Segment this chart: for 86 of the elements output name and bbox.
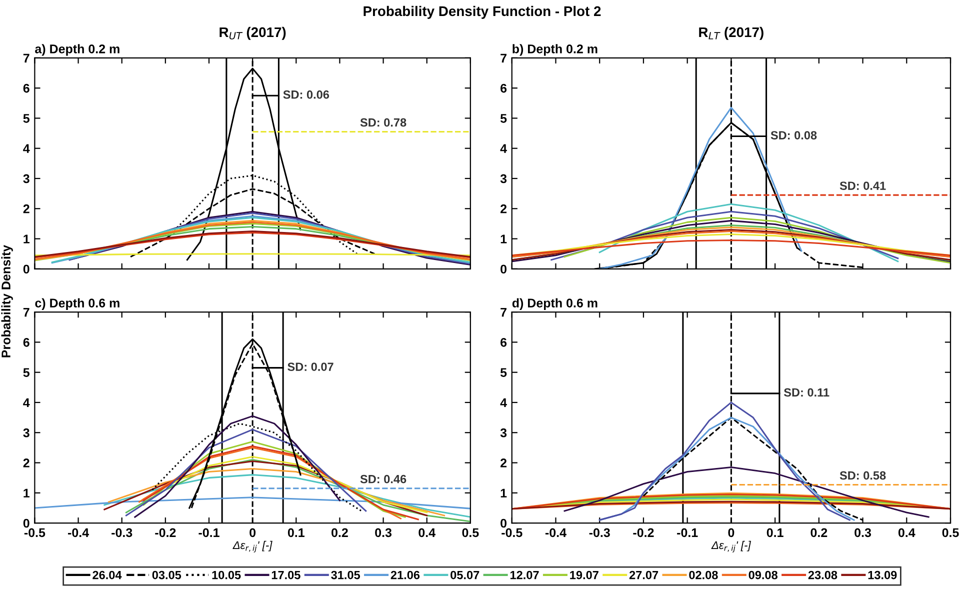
annotation: SD: 0.08 bbox=[770, 131, 817, 140]
y-tick-label: 2 bbox=[500, 458, 507, 468]
chart-subtitle: R$_{UT}$ (2017) bbox=[220, 26, 286, 40]
x-tick-label: 0.2 bbox=[810, 528, 828, 538]
annotation: SD: 0.07 bbox=[288, 362, 334, 371]
chart-title: b) Depth 0.2 m bbox=[512, 44, 598, 56]
y-tick-label: 1 bbox=[500, 234, 507, 244]
y-tick-label: 6 bbox=[23, 338, 30, 347]
legend-label: 31.05 bbox=[331, 570, 360, 580]
y-tick-label: 6 bbox=[500, 338, 507, 347]
y-tick-label: 3 bbox=[23, 174, 30, 184]
x-tick-label: -0.1 bbox=[198, 528, 220, 538]
x-tick-label: 0.1 bbox=[766, 528, 784, 538]
x-tick-label: -0.4 bbox=[545, 528, 566, 538]
chart-title: c) Depth 0.6 m bbox=[35, 298, 120, 310]
annotation: SD: 0.11 bbox=[784, 388, 830, 397]
y-tick-label: 5 bbox=[500, 368, 507, 377]
y-tick-label: 4 bbox=[500, 398, 507, 407]
y-axis-title: Probability Density bbox=[1, 244, 13, 358]
y-tick-label: 7 bbox=[23, 54, 30, 62]
legend-label: 23.08 bbox=[808, 570, 838, 580]
y-tick-label: 4 bbox=[23, 144, 30, 153]
x-tick-label: 0.4 bbox=[418, 528, 436, 538]
y-tick-label: 7 bbox=[500, 54, 506, 62]
y-tick-label: 3 bbox=[500, 174, 507, 184]
y-tick-label: 0 bbox=[500, 264, 507, 274]
chart-subtitle: R$_{LT}$ (2017) bbox=[699, 26, 764, 40]
y-tick-label: 1 bbox=[24, 488, 30, 498]
y-tick-label: 5 bbox=[23, 368, 30, 377]
x-axis-title: Δε$_{r,ij}$' [-] bbox=[232, 540, 272, 552]
chart-title: a) Depth 0.2 m bbox=[35, 44, 120, 56]
x-tick-label: -0.4 bbox=[68, 528, 89, 538]
y-tick-label: 3 bbox=[23, 428, 30, 438]
annotation: SD: 0.46 bbox=[360, 474, 406, 484]
legend-label: 21.06 bbox=[390, 570, 420, 580]
y-tick-label: 3 bbox=[500, 428, 507, 438]
x-axis-title: Δε$_{r,ij}$' [-] bbox=[711, 540, 752, 552]
x-tick-label: 0 bbox=[250, 528, 256, 538]
x-tick-label: 0.2 bbox=[332, 528, 348, 538]
annotation: SD: 0.58 bbox=[840, 471, 886, 480]
y-tick-label: 7 bbox=[500, 308, 506, 317]
annotation: SD: 0.41 bbox=[840, 182, 886, 190]
y-tick-label: 1 bbox=[24, 234, 30, 244]
x-tick-label: 0.1 bbox=[288, 528, 304, 538]
x-tick-label: 0.4 bbox=[898, 528, 916, 538]
x-tick-label: -0.5 bbox=[502, 528, 522, 538]
y-tick-label: 0 bbox=[23, 518, 30, 528]
legend-label: 13.09 bbox=[868, 570, 897, 580]
y-tick-label: 4 bbox=[23, 398, 30, 407]
legend-label: 03.05 bbox=[152, 570, 182, 580]
y-tick-label: 0 bbox=[23, 264, 30, 274]
legend-label: 26.04 bbox=[92, 570, 122, 580]
legend-label: 05.07 bbox=[450, 570, 480, 580]
x-tick-label: 0.5 bbox=[462, 528, 479, 538]
x-tick-label: -0.3 bbox=[589, 528, 610, 538]
x-tick-label: 0.3 bbox=[854, 528, 872, 538]
x-tick-label: 0 bbox=[728, 528, 734, 538]
legend-label: 02.08 bbox=[689, 570, 718, 580]
legend-label: 27.07 bbox=[629, 570, 658, 580]
x-tick-label: -0.1 bbox=[677, 528, 698, 538]
legend-label: 12.07 bbox=[510, 570, 539, 580]
x-tick-label: -0.3 bbox=[112, 528, 132, 538]
y-tick-label: 4 bbox=[500, 144, 507, 153]
annotation: SD: 0.06 bbox=[283, 90, 330, 99]
legend-label: 17.05 bbox=[272, 570, 300, 580]
legend-label: 19.07 bbox=[570, 570, 598, 580]
chart-title: d) Depth 0.6 m bbox=[512, 298, 598, 310]
y-tick-label: 2 bbox=[23, 204, 30, 214]
y-tick-label: 7 bbox=[23, 308, 30, 317]
y-tick-label: 0 bbox=[500, 518, 507, 528]
x-tick-label: -0.2 bbox=[155, 528, 176, 538]
legend-label: 10.05 bbox=[212, 570, 241, 580]
y-tick-label: 6 bbox=[23, 84, 30, 93]
y-tick-label: 1 bbox=[500, 488, 507, 498]
y-tick-label: 6 bbox=[500, 84, 507, 93]
legend-label: 09.08 bbox=[748, 570, 778, 580]
x-tick-label: -0.2 bbox=[633, 528, 654, 538]
x-tick-label: 0.5 bbox=[942, 528, 959, 538]
y-tick-label: 2 bbox=[500, 204, 507, 214]
y-tick-label: 2 bbox=[23, 458, 30, 468]
annotation: SD: 0.78 bbox=[360, 118, 406, 127]
text: Probability Density Function - Plot 2 bbox=[364, 6, 601, 19]
x-tick-label: -0.5 bbox=[24, 528, 46, 538]
y-tick-label: 5 bbox=[500, 114, 507, 123]
y-tick-label: 5 bbox=[23, 114, 30, 123]
x-tick-label: 0.3 bbox=[375, 528, 392, 538]
